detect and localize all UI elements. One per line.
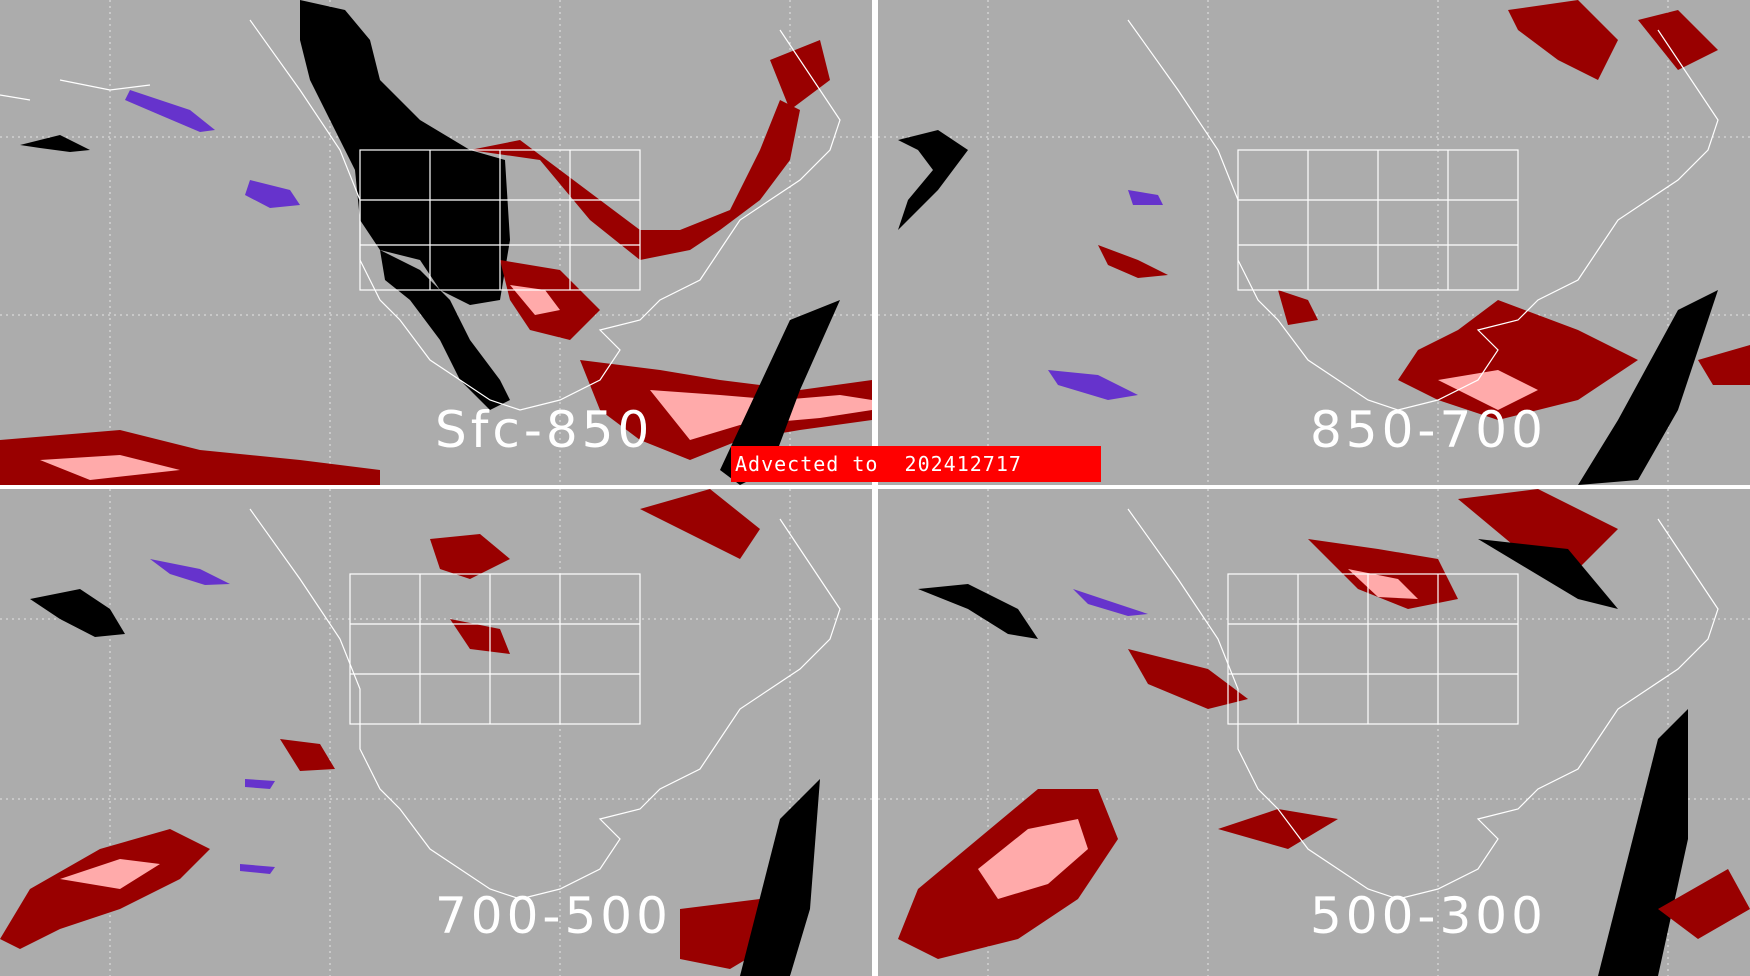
layer-label-700-500: 700-500	[435, 887, 672, 945]
map-layer-700-500	[0, 489, 872, 976]
map-layer-sfc-850	[0, 0, 872, 485]
map-panel-500-300: 500-300	[878, 489, 1750, 976]
advected-banner: Advected to 202412717	[731, 446, 1101, 482]
map-panel-700-500: 700-500	[0, 489, 872, 976]
map-layer-850-700	[878, 0, 1750, 485]
horizontal-divider	[0, 485, 1750, 489]
map-panel-sfc-850: Sfc-850	[0, 0, 872, 485]
layer-label-sfc-850: Sfc-850	[435, 401, 654, 459]
map-panel-850-700: 850-700	[878, 0, 1750, 485]
layer-label-500-300: 500-300	[1310, 887, 1547, 945]
map-layer-500-300	[878, 489, 1750, 976]
layer-label-850-700: 850-700	[1310, 401, 1547, 459]
